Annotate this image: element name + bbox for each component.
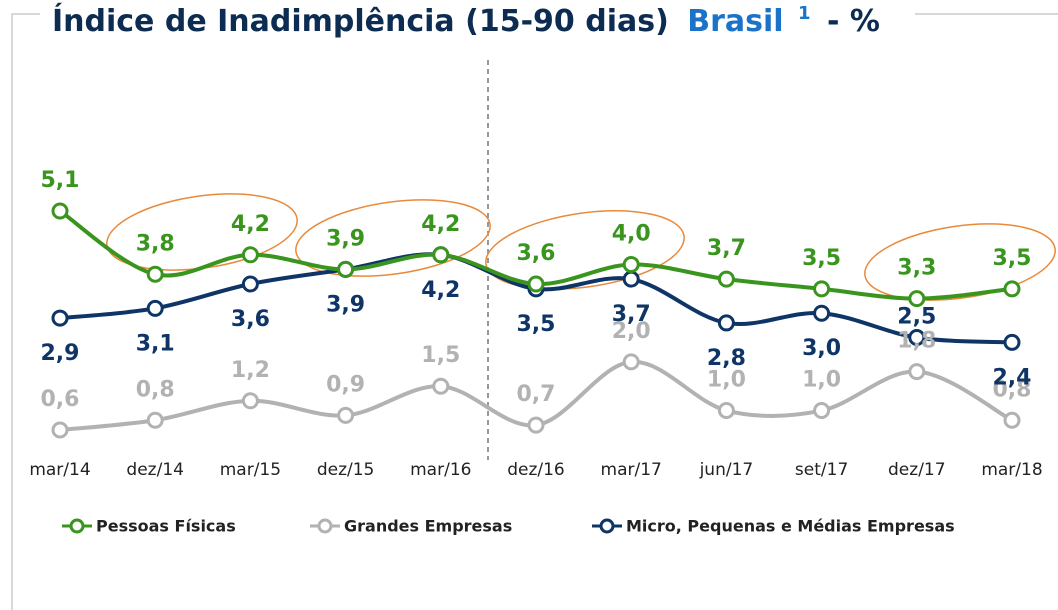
data-label: 3,9	[326, 226, 365, 251]
highlight-ellipse	[295, 199, 491, 277]
data-point	[1003, 280, 1021, 298]
data-point	[908, 290, 926, 308]
data-label: 0,8	[136, 377, 175, 402]
data-label: 3,3	[897, 256, 936, 281]
data-point	[146, 411, 164, 429]
x-tick-label: dez/15	[317, 460, 375, 480]
x-tick-label: set/17	[795, 460, 848, 480]
data-label: 2,5	[897, 305, 936, 330]
data-point	[1003, 333, 1021, 351]
legend-label: Pessoas Físicas	[96, 517, 236, 536]
highlight-ellipse	[485, 210, 685, 290]
data-point	[1003, 411, 1021, 429]
data-point	[241, 392, 259, 410]
data-point	[813, 304, 831, 322]
data-label: 3,0	[802, 336, 841, 361]
data-point	[51, 421, 69, 439]
x-tick-label: mar/18	[981, 460, 1042, 480]
data-point	[717, 402, 735, 420]
data-point	[908, 363, 926, 381]
data-label: 1,8	[897, 329, 936, 354]
data-point	[432, 246, 450, 264]
title-highlight: Brasil	[687, 4, 783, 39]
legend-label: Grandes Empresas	[344, 517, 512, 536]
data-point	[432, 377, 450, 395]
data-label: 3,5	[993, 246, 1032, 271]
data-label: 1,2	[231, 358, 270, 383]
data-label: 3,7	[612, 302, 651, 327]
x-tick-label: mar/15	[220, 460, 281, 480]
data-point	[241, 246, 259, 264]
data-point	[527, 416, 545, 434]
title-main: Índice de Inadimplência (15-90 dias)	[52, 3, 669, 39]
title-suffix: - %	[827, 4, 880, 39]
data-point	[813, 402, 831, 420]
data-label: 1,5	[421, 343, 460, 368]
data-point	[146, 265, 164, 283]
data-label: 3,9	[326, 292, 365, 317]
data-label: 0,6	[41, 387, 80, 412]
data-point	[622, 256, 640, 274]
data-label: 3,6	[231, 307, 270, 332]
data-point	[337, 406, 355, 424]
data-label: 4,2	[231, 212, 270, 237]
legend-marker	[69, 518, 85, 534]
x-tick-label: mar/17	[601, 460, 662, 480]
data-point	[622, 353, 640, 371]
data-label: 1,0	[802, 368, 841, 393]
data-point	[622, 270, 640, 288]
data-label: 3,6	[517, 241, 556, 266]
data-point	[241, 275, 259, 293]
frame	[11, 13, 1058, 610]
data-label: 5,1	[41, 168, 80, 193]
data-label: 4,0	[612, 222, 651, 247]
data-label: 4,2	[421, 278, 460, 303]
data-point	[51, 202, 69, 220]
data-label: 2,8	[707, 346, 746, 371]
title-footnote: 1	[798, 3, 811, 24]
x-tick-label: mar/16	[410, 460, 471, 480]
data-label: 3,8	[136, 231, 175, 256]
highlight-ellipse	[864, 223, 1056, 301]
data-label: 2,0	[612, 319, 651, 344]
data-label: 3,7	[707, 236, 746, 261]
data-label: 1,0	[707, 368, 746, 393]
legend-marker	[317, 518, 333, 534]
data-label: 3,5	[802, 246, 841, 271]
data-point	[527, 275, 545, 293]
legend-marker	[599, 518, 615, 534]
data-label: 2,4	[993, 365, 1032, 390]
data-point	[51, 309, 69, 327]
x-tick-label: mar/14	[29, 460, 90, 480]
data-point	[717, 270, 735, 288]
legend-label: Micro, Pequenas e Médias Empresas	[626, 517, 955, 536]
data-label: 4,2	[421, 212, 460, 237]
data-label: 0,7	[517, 382, 556, 407]
x-tick-label: jun/17	[699, 460, 754, 480]
data-label: 2,9	[41, 341, 80, 366]
data-point	[813, 280, 831, 298]
chart-title: Índice de Inadimplência (15-90 dias) Bra…	[52, 0, 880, 39]
data-point	[146, 299, 164, 317]
data-point	[337, 260, 355, 278]
data-point	[717, 314, 735, 332]
x-tick-label: dez/17	[888, 460, 946, 480]
data-point	[908, 329, 926, 347]
data-label: 0,8	[993, 377, 1032, 402]
data-label: 3,5	[517, 312, 556, 337]
x-tick-label: dez/14	[126, 460, 184, 480]
data-label: 0,9	[326, 372, 365, 397]
data-label: 3,1	[136, 331, 175, 356]
x-tick-label: dez/16	[507, 460, 565, 480]
